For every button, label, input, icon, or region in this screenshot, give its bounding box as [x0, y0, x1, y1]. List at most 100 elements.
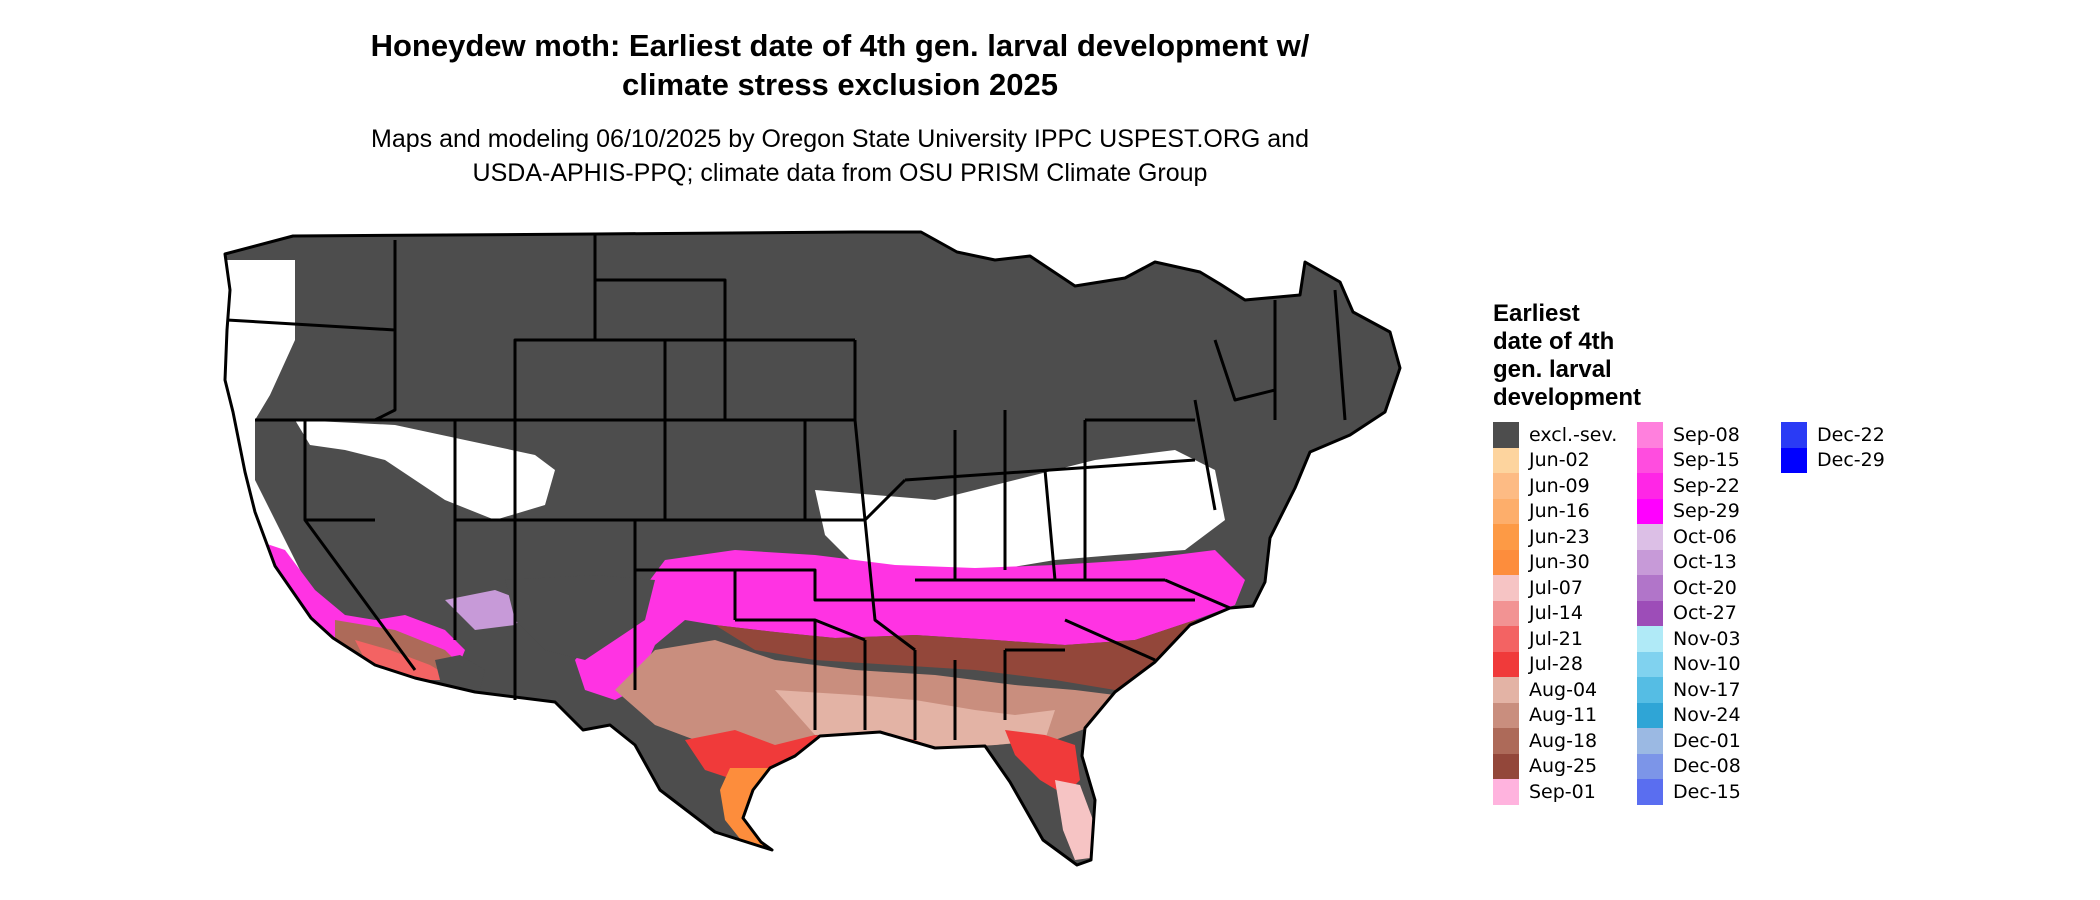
legend-swatch — [1637, 575, 1663, 601]
zone-jul-28-florida — [1005, 730, 1080, 795]
legend-label: Oct-20 — [1673, 576, 1737, 599]
us-outline — [223, 230, 1402, 867]
legend-item: excl.-sev. — [1493, 422, 1625, 448]
legend-label: Dec-22 — [1817, 423, 1885, 446]
legend-item: Dec-22 — [1781, 422, 1913, 448]
legend-item: Dec-08 — [1637, 753, 1769, 779]
legend-swatch — [1493, 702, 1519, 728]
legend-item: Oct-06 — [1637, 524, 1769, 550]
legend-item: Jul-07 — [1493, 575, 1625, 601]
legend-swatch — [1493, 549, 1519, 575]
legend-label: Jul-07 — [1529, 576, 1583, 599]
legend-swatch — [1637, 728, 1663, 754]
legend-column: Sep-08 Sep-15 Sep-22 Sep-29 Oct-06 Oct-13 Oct-… — [1637, 422, 1769, 805]
legend-swatch — [1781, 447, 1807, 473]
legend-label: Sep-29 — [1673, 500, 1740, 523]
legend-swatch — [1493, 524, 1519, 550]
legend-swatch — [1637, 498, 1663, 524]
legend-item: Sep-01 — [1493, 779, 1625, 805]
legend-label: Sep-22 — [1673, 474, 1740, 497]
legend-label: Aug-18 — [1529, 729, 1598, 752]
legend-label: Nov-17 — [1673, 678, 1741, 701]
legend-label: Sep-15 — [1673, 449, 1740, 472]
legend-item: Nov-10 — [1637, 651, 1769, 677]
map-subtitle: Maps and modeling 06/10/2025 by Oregon S… — [300, 122, 1380, 190]
legend-item: Jul-28 — [1493, 651, 1625, 677]
legend-swatch — [1637, 447, 1663, 473]
legend-title-line: gen. larval — [1493, 356, 1612, 383]
legend-item: Nov-03 — [1637, 626, 1769, 652]
legend-label: Sep-08 — [1673, 423, 1740, 446]
legend-swatch — [1637, 422, 1663, 448]
legend-swatch — [1493, 473, 1519, 499]
zone-jul-07-florida — [1055, 780, 1093, 860]
legend-label: Jul-28 — [1529, 653, 1583, 676]
legend-swatch — [1637, 753, 1663, 779]
legend-label: Sep-01 — [1529, 780, 1596, 803]
legend-item: Jul-21 — [1493, 626, 1625, 652]
legend-item: Jun-02 — [1493, 447, 1625, 473]
legend-swatch — [1493, 498, 1519, 524]
white-zone-east — [815, 450, 1225, 578]
legend-swatch — [1637, 626, 1663, 652]
legend-item: Sep-15 — [1637, 447, 1769, 473]
legend-item: Aug-18 — [1493, 728, 1625, 754]
map-subtitle-line-1: Maps and modeling 06/10/2025 by Oregon S… — [371, 125, 1309, 153]
map-title-line-2: climate stress exclusion 2025 — [622, 67, 1058, 102]
legend-label: Jun-23 — [1529, 525, 1590, 548]
legend-label: Dec-29 — [1817, 449, 1885, 472]
legend-label: Aug-04 — [1529, 678, 1598, 701]
legend-column: Dec-22 Dec-29 — [1781, 422, 1913, 805]
legend-label: Dec-01 — [1673, 729, 1741, 752]
legend-swatch — [1637, 524, 1663, 550]
legend-item: Sep-22 — [1637, 473, 1769, 499]
legend-item: Jun-16 — [1493, 498, 1625, 524]
legend-label: Jun-02 — [1529, 449, 1590, 472]
map-title: Honeydew moth: Earliest date of 4th gen.… — [300, 26, 1380, 104]
legend-item: Aug-04 — [1493, 677, 1625, 703]
legend-item: Oct-20 — [1637, 575, 1769, 601]
legend-swatch — [1493, 422, 1519, 448]
legend-item: Aug-25 — [1493, 753, 1625, 779]
legend-title-line: date of 4th — [1493, 328, 1615, 355]
map-subtitle-line-2: USDA-APHIS-PPQ; climate data from OSU PR… — [472, 159, 1208, 187]
excluded-southwest — [505, 575, 655, 660]
legend-swatch — [1637, 549, 1663, 575]
legend-label: Jun-09 — [1529, 474, 1590, 497]
legend-label: Jul-21 — [1529, 627, 1583, 650]
state-boundaries — [223, 230, 1402, 867]
legend-item: Dec-15 — [1637, 779, 1769, 805]
legend-item: Jun-30 — [1493, 549, 1625, 575]
legend-item: Oct-27 — [1637, 600, 1769, 626]
map-title-line-1: Honeydew moth: Earliest date of 4th gen.… — [370, 28, 1310, 63]
zone-sep — [575, 550, 1245, 700]
legend-label: Jun-30 — [1529, 551, 1590, 574]
legend-swatch — [1493, 626, 1519, 652]
legend-swatch — [1493, 728, 1519, 754]
legend-label: Nov-03 — [1673, 627, 1741, 650]
legend-item: Jun-23 — [1493, 524, 1625, 550]
excluded-arizona — [435, 655, 485, 690]
legend-label: Oct-13 — [1673, 551, 1737, 574]
legend-item: Aug-11 — [1493, 702, 1625, 728]
legend-item: Sep-29 — [1637, 498, 1769, 524]
legend-label: Nov-10 — [1673, 653, 1741, 676]
legend-swatch — [1637, 600, 1663, 626]
legend-swatch — [1637, 779, 1663, 805]
legend-swatch — [1637, 677, 1663, 703]
legend-swatch — [1637, 473, 1663, 499]
legend-label: Aug-11 — [1529, 704, 1598, 727]
legend-title-line: Earliest — [1493, 300, 1580, 327]
legend-item: Oct-13 — [1637, 549, 1769, 575]
legend-item: Jul-14 — [1493, 600, 1625, 626]
legend-title-line: development — [1493, 384, 1642, 411]
white-zone-west-interior — [295, 420, 555, 520]
legend-swatch — [1637, 651, 1663, 677]
legend-label: Oct-27 — [1673, 602, 1737, 625]
legend-item: Nov-17 — [1637, 677, 1769, 703]
legend: excl.-sev. Jun-02 Jun-09 Jun-16 Jun-23 Jun-30… — [1493, 422, 1925, 805]
legend-item: Dec-01 — [1637, 728, 1769, 754]
legend-swatch — [1493, 575, 1519, 601]
legend-swatch — [1493, 753, 1519, 779]
legend-label: Dec-08 — [1673, 755, 1741, 778]
